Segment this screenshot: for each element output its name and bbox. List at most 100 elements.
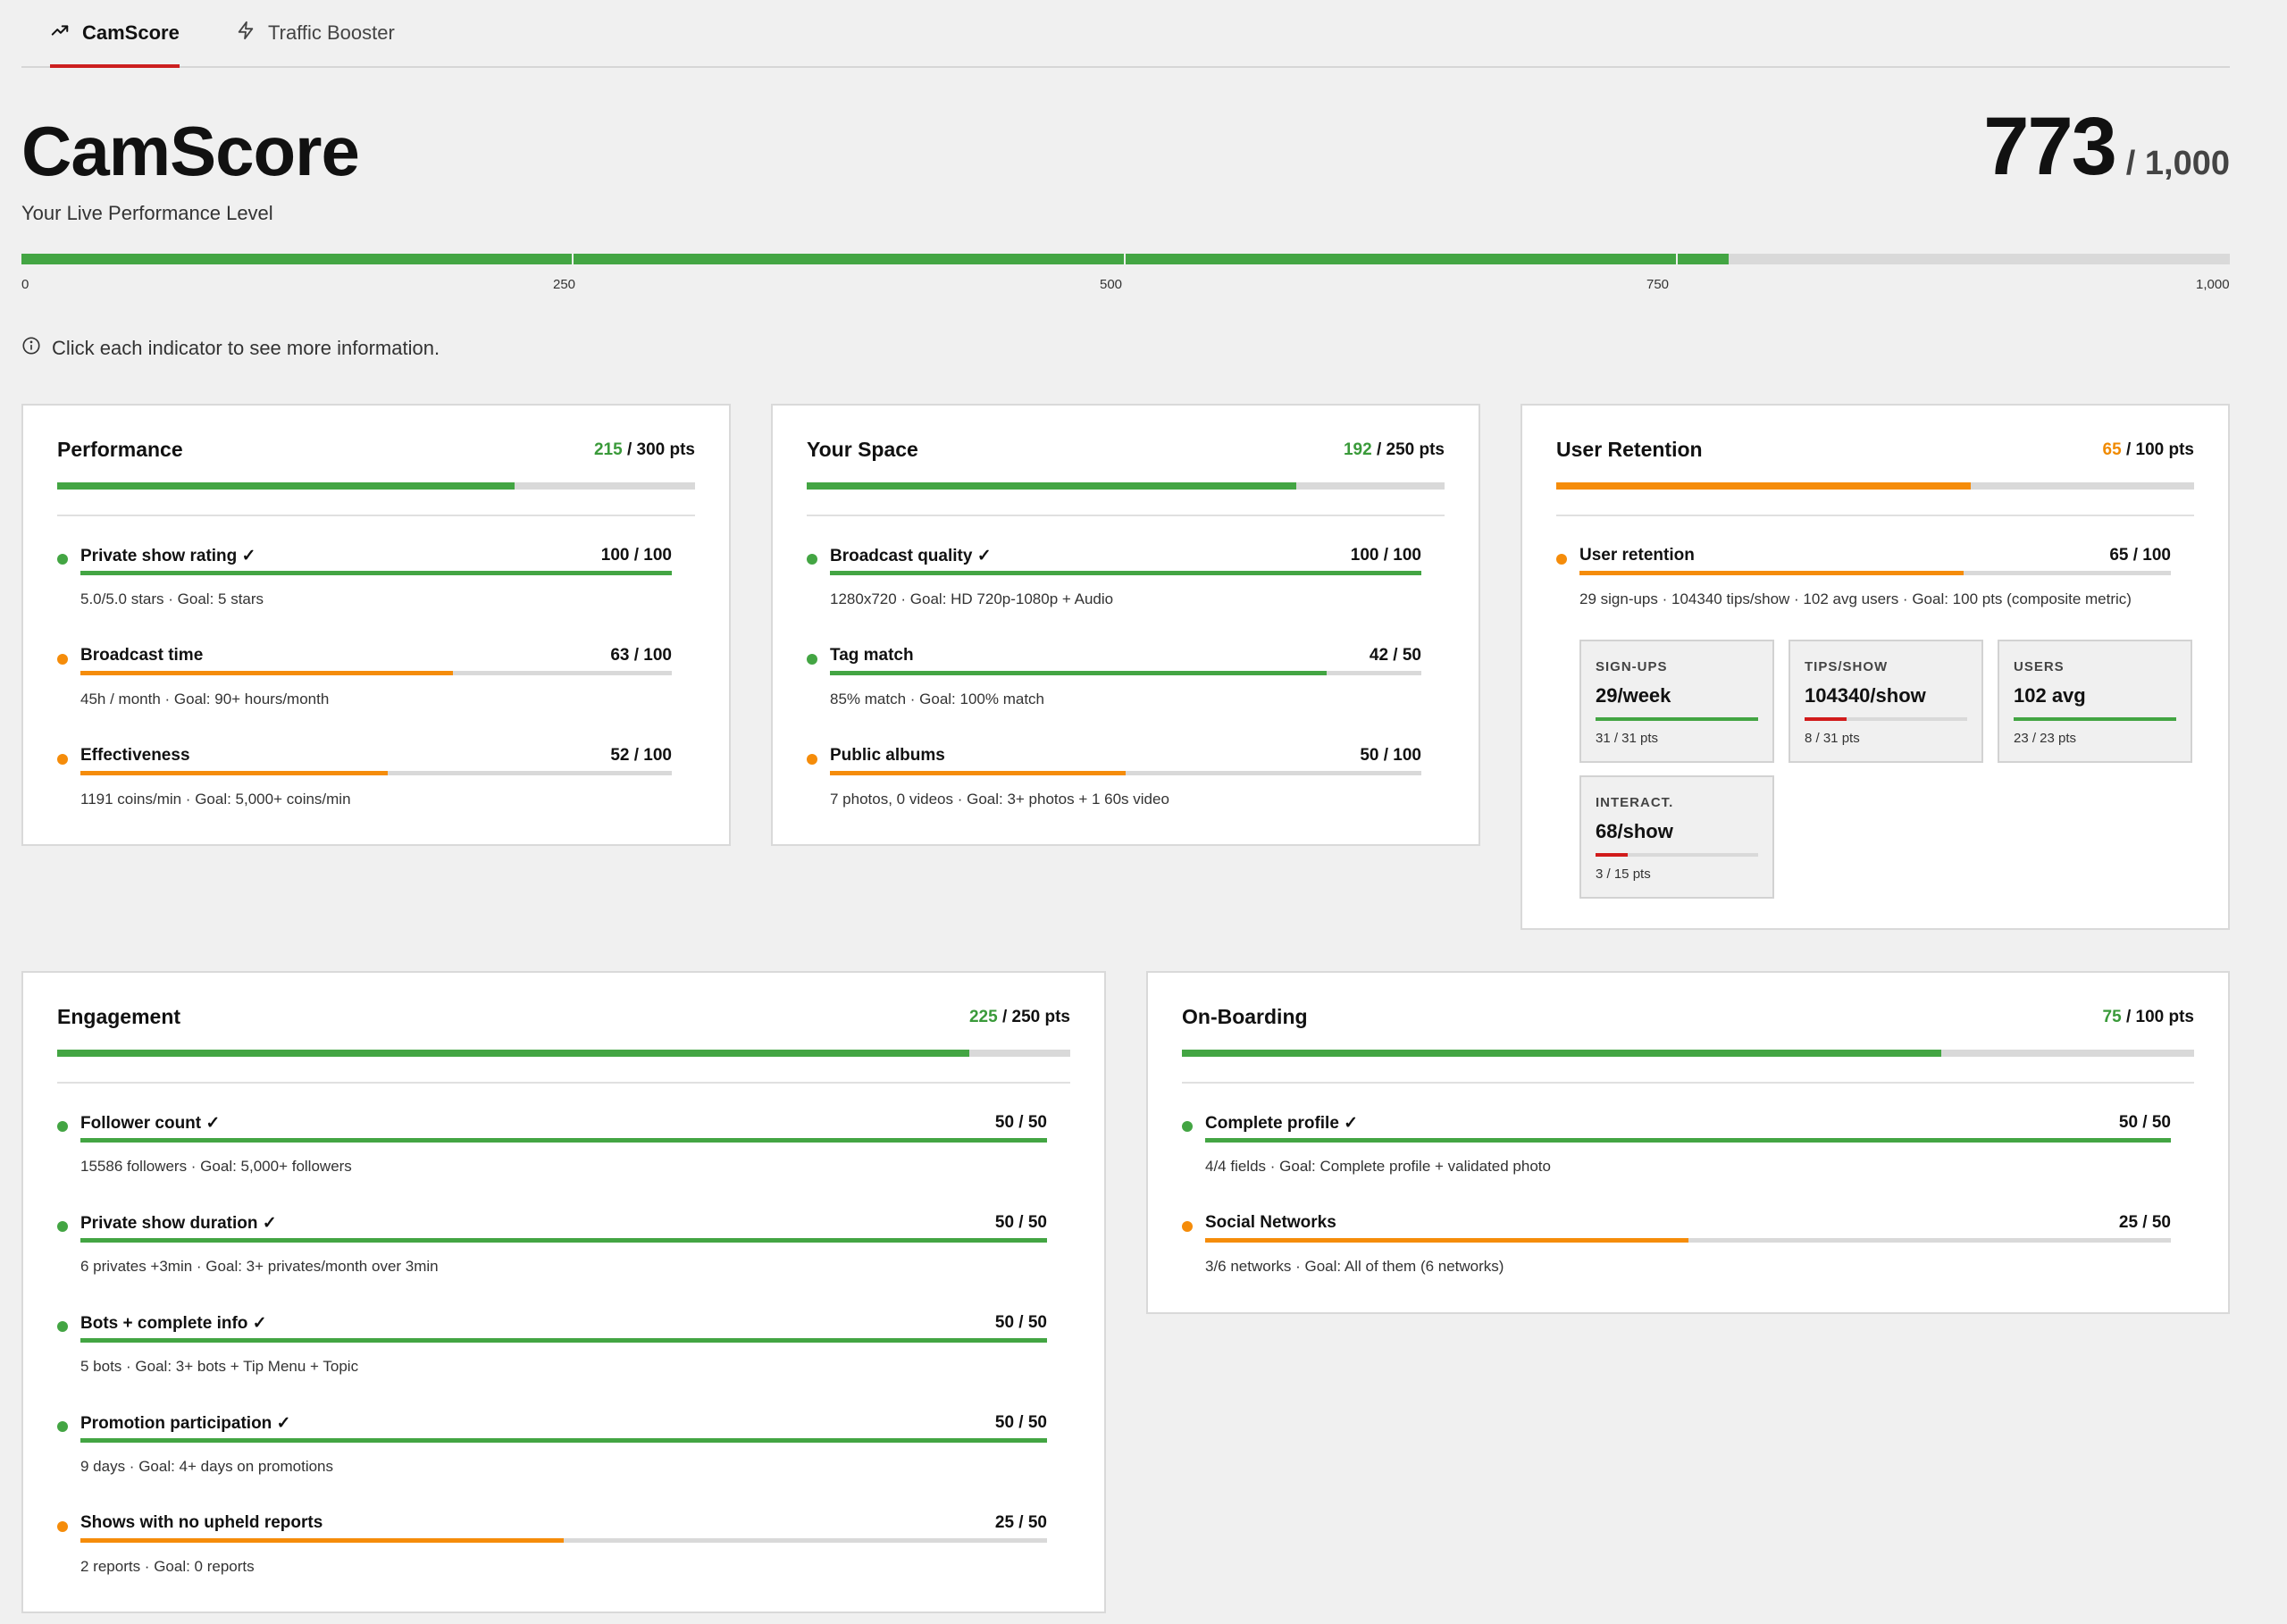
indicator-item[interactable]: Promotion participation ✓ 50 / 50 9 days ·… xyxy=(57,1413,1047,1494)
card-performance[interactable]: Performance 215 / 300 pts Private show rat… xyxy=(21,404,731,846)
metric-value: 68/show xyxy=(1596,820,1673,842)
indicator-item[interactable]: Social Networks 25 / 50 3/6 networks · Goa… xyxy=(1182,1213,2171,1293)
indicator-item[interactable]: Complete profile ✓ 50 / 50 4/4 fields · Go… xyxy=(1182,1113,2171,1193)
status-dot-icon xyxy=(57,1221,68,1232)
indicator-name: Tag match xyxy=(830,646,914,665)
indicator-progress-fill xyxy=(80,1438,1047,1443)
indicator-item[interactable]: Shows with no upheld reports 25 / 50 2 rep… xyxy=(57,1513,1047,1594)
indicator-item[interactable]: Broadcast quality ✓ 100 / 100 1280x720 · G… xyxy=(807,546,1421,626)
card-on-boarding[interactable]: On-Boarding 75 / 100 pts Complete profile … xyxy=(1146,971,2230,1314)
status-dot-icon xyxy=(1182,1221,1193,1232)
indicator-item[interactable]: Public albums 50 / 100 7 photos, 0 videos … xyxy=(807,746,1421,826)
indicator-item[interactable]: Follower count ✓ 50 / 50 15586 followers ·… xyxy=(57,1113,1047,1193)
metric-progress-fill xyxy=(2014,717,2176,721)
indicator-progress-bar xyxy=(1205,1138,2171,1143)
metric-box[interactable]: SIGN-UPS 29/week 31 / 31 pts xyxy=(1579,640,1774,763)
scale-label: 750 xyxy=(1646,277,1670,292)
indicator-value: 52 / 100 xyxy=(610,746,672,765)
indicator-name: Follower count ✓ xyxy=(80,1114,221,1133)
indicator-progress-bar xyxy=(80,1438,1047,1443)
metric-box[interactable]: USERS 102 avg 23 / 23 pts xyxy=(1998,640,2192,763)
metric-label: USERS xyxy=(2014,659,2065,674)
card-points: 225 / 250 pts xyxy=(969,1008,1070,1027)
indicator-progress-fill xyxy=(830,671,1328,675)
indicator-value: 50 / 50 xyxy=(994,1313,1047,1332)
tab-camscore[interactable]: CamScore xyxy=(50,0,180,68)
scale-label: 500 xyxy=(1100,277,1123,292)
indicator-progress-fill xyxy=(1579,571,1964,575)
indicator-item[interactable]: Broadcast time 63 / 100 45h / month · Goal… xyxy=(57,646,672,726)
indicator-progress-bar xyxy=(1579,571,2171,575)
tab-bar: CamScore Traffic Booster xyxy=(21,0,2230,68)
indicator-item[interactable]: Effectiveness 52 / 100 1191 coins/min · Go… xyxy=(57,746,672,826)
card-points-max: / 100 pts xyxy=(2125,1007,2194,1026)
indicator-progress-bar xyxy=(80,1538,1047,1543)
indicator-name: Broadcast quality ✓ xyxy=(830,547,992,565)
card-points: 192 / 250 pts xyxy=(1344,440,1445,460)
indicator-progress-bar xyxy=(830,671,1421,675)
indicator-value: 100 / 100 xyxy=(600,546,672,565)
indicator-description: 29 sign-ups · 104340 tips/show · 102 avg… xyxy=(1579,590,2132,607)
metric-box[interactable]: TIPS/SHOW 104340/show 8 / 31 pts xyxy=(1789,640,1983,763)
metric-label: INTERACT. xyxy=(1596,795,1674,810)
indicator-description: 5 bots · Goal: 3+ bots + Tip Menu + Topi… xyxy=(80,1358,359,1375)
scale-divider xyxy=(1124,254,1126,264)
indicator-description: 4/4 fields · Goal: Complete profile + va… xyxy=(1205,1158,1551,1175)
page-title: CamScore xyxy=(21,112,360,190)
metric-box[interactable]: INTERACT. 68/show 3 / 15 pts xyxy=(1579,775,1774,899)
indicator-item[interactable]: User retention 65 / 100 29 sign-ups · 1043… xyxy=(1556,546,2171,626)
indicator-value: 100 / 100 xyxy=(1350,546,1421,565)
indicator-item[interactable]: Private show duration ✓ 50 / 50 6 privates… xyxy=(57,1213,1047,1293)
indicator-value: 65 / 100 xyxy=(2109,546,2171,565)
metric-points: 31 / 31 pts xyxy=(1596,731,1659,746)
status-dot-icon xyxy=(1182,1121,1193,1132)
indicator-description: 7 photos, 0 videos · Goal: 3+ photos + 1… xyxy=(830,791,1169,808)
card-your-space[interactable]: Your Space 192 / 250 pts Broadcast quality… xyxy=(771,404,1480,846)
indicator-progress-fill xyxy=(1205,1138,2171,1143)
card-progress-fill xyxy=(57,482,515,490)
indicator-value: 25 / 50 xyxy=(2118,1213,2171,1232)
card-title: Engagement xyxy=(57,1005,181,1028)
indicator-description: 1191 coins/min · Goal: 5,000+ coins/min xyxy=(80,791,351,808)
status-dot-icon xyxy=(807,654,817,665)
metric-progress-fill xyxy=(1805,717,1847,721)
card-points-earned: 75 xyxy=(2102,1007,2122,1026)
tab-traffic-booster[interactable]: Traffic Booster xyxy=(236,0,395,66)
indicator-progress-fill xyxy=(830,571,1421,575)
status-dot-icon xyxy=(57,754,68,765)
overall-progress-bar xyxy=(21,254,2230,264)
metric-value: 29/week xyxy=(1596,684,1671,707)
card-engagement[interactable]: Engagement 225 / 250 pts Follower count ✓ 5… xyxy=(21,971,1106,1613)
indicator-name: User retention xyxy=(1579,546,1695,565)
metric-label: TIPS/SHOW xyxy=(1805,659,1889,674)
metric-value: 104340/show xyxy=(1805,684,1926,707)
info-icon xyxy=(21,336,41,361)
metric-points: 3 / 15 pts xyxy=(1596,866,1651,882)
indicator-name: Broadcast time xyxy=(80,646,204,665)
indicator-item[interactable]: Bots + complete info ✓ 50 / 50 5 bots · Go… xyxy=(57,1313,1047,1394)
indicator-name: Private show rating ✓ xyxy=(80,547,256,565)
indicator-value: 50 / 100 xyxy=(1360,746,1421,765)
card-progress-bar xyxy=(57,482,695,490)
indicator-item[interactable]: Private show rating ✓ 100 / 100 5.0/5.0 st… xyxy=(57,546,672,626)
metric-progress-fill xyxy=(1596,717,1758,721)
card-progress-bar xyxy=(57,1050,1070,1057)
indicator-item[interactable]: Tag match 42 / 50 85% match · Goal: 100% m… xyxy=(807,646,1421,726)
indicator-progress-bar xyxy=(830,771,1421,775)
card-points-max: / 100 pts xyxy=(2125,439,2194,459)
card-progress-bar xyxy=(1556,482,2194,490)
indicator-description: 3/6 networks · Goal: All of them (6 netw… xyxy=(1205,1258,1504,1275)
card-progress-fill xyxy=(807,482,1297,490)
info-text: Click each indicator to see more informa… xyxy=(52,337,440,359)
card-user-retention[interactable]: User Retention 65 / 100 pts User retention… xyxy=(1520,404,2230,930)
indicator-progress-fill xyxy=(80,771,389,775)
card-progress-bar xyxy=(1182,1050,2194,1057)
card-header: Engagement 225 / 250 pts xyxy=(57,1005,1070,1029)
card-header: On-Boarding 75 / 100 pts xyxy=(1182,1005,2194,1029)
indicator-description: 15586 followers · Goal: 5,000+ followers xyxy=(80,1158,352,1175)
card-points: 65 / 100 pts xyxy=(2103,440,2194,460)
indicator-progress-bar xyxy=(830,571,1421,575)
divider xyxy=(807,515,1445,516)
indicator-description: 2 reports · Goal: 0 reports xyxy=(80,1558,255,1575)
card-points-earned: 65 xyxy=(2102,439,2122,459)
